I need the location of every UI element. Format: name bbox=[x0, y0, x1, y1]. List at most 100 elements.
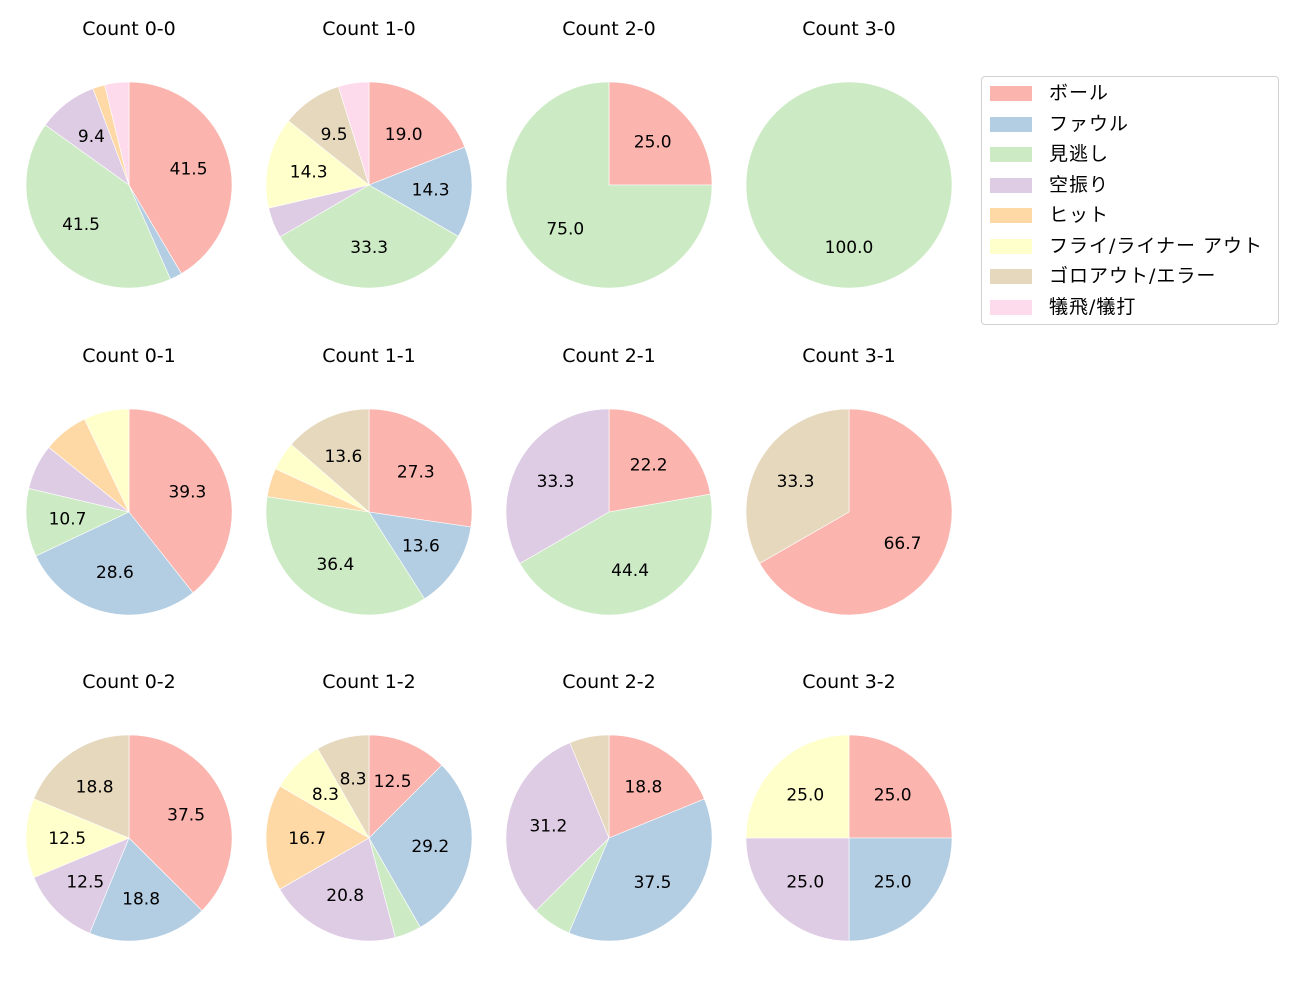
slice-label: 27.3 bbox=[397, 463, 435, 483]
pie-slice bbox=[265, 785, 370, 890]
slice-label: 18.8 bbox=[76, 778, 114, 798]
slice-label: 100.0 bbox=[825, 238, 874, 258]
slice-label: 28.6 bbox=[96, 563, 134, 583]
legend-item: フライ/ライナー アウト bbox=[982, 231, 1278, 261]
pie-slice bbox=[569, 734, 610, 839]
pie-slice bbox=[368, 146, 473, 237]
pie-slice bbox=[33, 734, 130, 839]
pie-slice bbox=[33, 837, 130, 934]
pie-slice bbox=[25, 124, 171, 289]
pie-slice bbox=[745, 81, 953, 289]
slice-label: 33.3 bbox=[350, 238, 388, 258]
legend-swatch bbox=[990, 116, 1032, 132]
pie-title: Count 2-2 bbox=[562, 671, 656, 693]
pie-chart: Count 3-1 66.7 33.3 bbox=[745, 345, 953, 616]
pie-slice bbox=[745, 408, 850, 564]
pie-chart: Count 0-0 41.5 41.5 9.4 bbox=[25, 18, 233, 289]
legend-swatch bbox=[990, 269, 1032, 284]
slice-label: 19.0 bbox=[385, 125, 423, 145]
legend: ボールファウル見逃し空振りヒットフライ/ライナー アウト ゴロアウト/エラー 犠飛/… bbox=[981, 76, 1279, 325]
slice-label: 20.8 bbox=[326, 886, 364, 906]
pie-title: Count 3-2 bbox=[802, 671, 896, 693]
legend-label: 空振り bbox=[1049, 173, 1110, 196]
legend-item: ファウル bbox=[982, 109, 1278, 139]
slice-label: 14.3 bbox=[412, 181, 450, 201]
pie-title: Count 1-2 bbox=[322, 671, 416, 693]
slice-label: 37.5 bbox=[634, 873, 672, 893]
slice-label: 33.3 bbox=[777, 472, 815, 492]
slice-label: 75.0 bbox=[546, 220, 584, 240]
pie-slice bbox=[848, 734, 953, 839]
pie-chart: Count 1-1 27.3 13.6 36.4 13.6 bbox=[265, 345, 473, 616]
slice-label: 36.4 bbox=[316, 555, 354, 575]
slice-label: 18.8 bbox=[624, 778, 662, 798]
pie-slice bbox=[745, 837, 850, 942]
legend-item: 見逃し bbox=[982, 139, 1278, 169]
pie-slice bbox=[265, 120, 370, 209]
legend-item: ゴロアウト/エラー bbox=[982, 261, 1278, 291]
pie-slice bbox=[89, 837, 203, 942]
pie-chart: Count 3-0 100.0 bbox=[745, 18, 953, 289]
legend-label: ボール bbox=[1049, 82, 1110, 104]
legend-item: 空振り bbox=[982, 170, 1278, 200]
slice-label: 25.0 bbox=[634, 132, 672, 152]
pie-title: Count 3-0 bbox=[802, 18, 896, 40]
pie-slice bbox=[25, 798, 130, 878]
slice-label: 39.3 bbox=[168, 483, 206, 503]
pie-slice bbox=[25, 488, 130, 557]
slice-label: 25.0 bbox=[874, 785, 912, 805]
slice-label: 44.4 bbox=[611, 561, 649, 581]
pie-slice bbox=[265, 496, 425, 616]
pie-slice bbox=[368, 511, 472, 600]
pie-title: Count 1-1 bbox=[322, 345, 416, 367]
pie-chart: Count 2-2 18.8 37.5 31.2 bbox=[505, 671, 713, 942]
slice-label: 22.2 bbox=[630, 456, 668, 476]
slice-label: 9.5 bbox=[321, 125, 348, 145]
slice-label: 8.3 bbox=[312, 785, 339, 805]
pie-slice bbox=[368, 408, 473, 528]
slice-label: 41.5 bbox=[62, 215, 100, 235]
slice-label: 31.2 bbox=[529, 817, 567, 837]
slice-label: 13.6 bbox=[324, 447, 362, 467]
pie-title: Count 0-0 bbox=[82, 18, 176, 40]
legend-label: 見逃し bbox=[1049, 143, 1110, 165]
pie-slice bbox=[368, 81, 466, 186]
slice-label: 9.4 bbox=[78, 127, 105, 147]
slice-label: 10.7 bbox=[49, 510, 87, 530]
pie-title: Count 1-0 bbox=[322, 18, 416, 40]
legend-label: 犠飛/犠打 bbox=[1049, 295, 1137, 318]
slice-label: 25.0 bbox=[874, 873, 912, 893]
pie-slice bbox=[368, 764, 473, 928]
legend-swatch bbox=[990, 86, 1032, 101]
pie-slice bbox=[128, 734, 233, 912]
pie-slice bbox=[279, 837, 396, 942]
legend-swatch bbox=[990, 208, 1032, 223]
slice-label: 29.2 bbox=[411, 837, 449, 857]
pie-slice bbox=[338, 81, 370, 186]
pie-slice bbox=[104, 81, 130, 186]
pie-slice bbox=[505, 81, 713, 289]
pie-slice bbox=[848, 837, 953, 942]
slice-label: 37.5 bbox=[167, 805, 205, 825]
pie-title: Count 3-1 bbox=[802, 345, 896, 367]
legend-label: ゴロアウト/エラー bbox=[1049, 265, 1217, 287]
slice-label: 16.7 bbox=[288, 829, 326, 849]
pie-slice bbox=[505, 408, 610, 564]
slice-label: 14.3 bbox=[290, 162, 328, 182]
pie-slice bbox=[608, 81, 713, 186]
pie-chart: Count 2-1 22.2 44.4 33.3 bbox=[505, 345, 713, 616]
pie-title: Count 2-0 bbox=[562, 18, 656, 40]
pie-chart: Count 3-2 25.0 25.0 25.0 25.0 bbox=[745, 671, 953, 942]
slice-label: 25.0 bbox=[786, 785, 824, 805]
legend-item: 犠飛/犠打 bbox=[982, 292, 1278, 322]
slice-label: 33.3 bbox=[537, 472, 575, 492]
legend-label: ファウル bbox=[1049, 112, 1130, 135]
legend-swatch bbox=[990, 147, 1032, 162]
legend-item: ヒット bbox=[982, 200, 1278, 230]
legend-label: フライ/ライナー アウト bbox=[1049, 234, 1264, 257]
pie-slice bbox=[368, 734, 443, 839]
slice-label: 25.0 bbox=[786, 873, 824, 893]
slice-label: 13.6 bbox=[402, 537, 440, 557]
pie-slice bbox=[608, 408, 711, 513]
